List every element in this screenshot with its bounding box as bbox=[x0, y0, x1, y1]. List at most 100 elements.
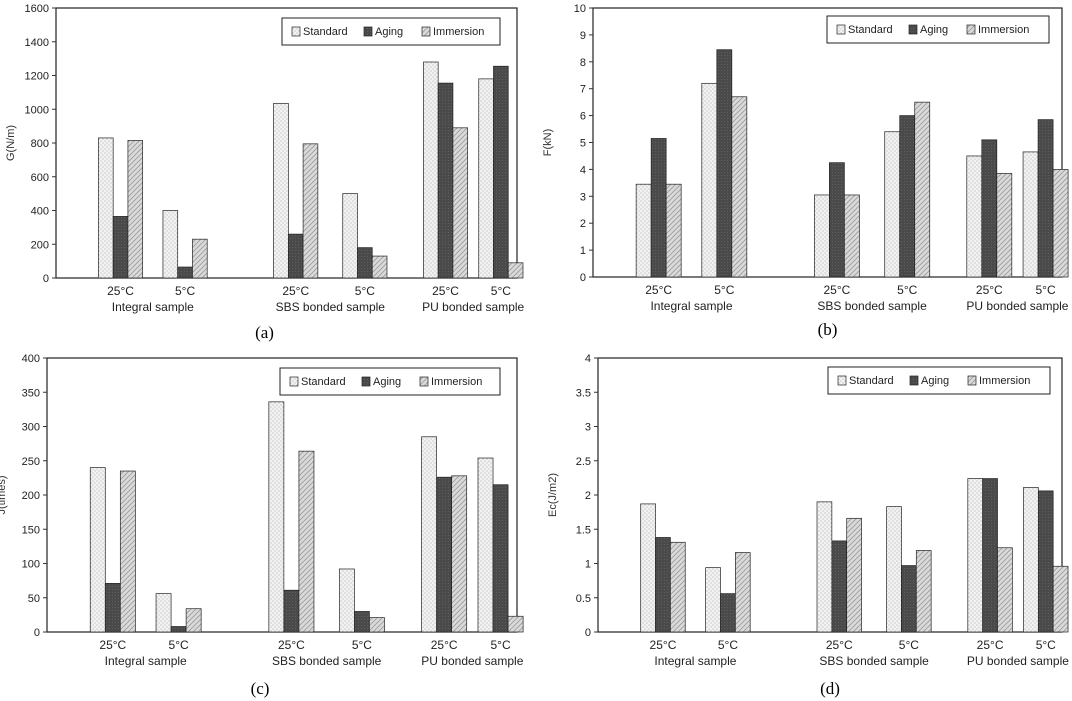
bar-aging-5 bbox=[1037, 119, 1054, 278]
y-tick-label: 400 bbox=[22, 353, 40, 365]
y-tick-label: 10 bbox=[574, 3, 586, 15]
y-tick-label: 800 bbox=[31, 138, 49, 150]
y-tick-label: 1400 bbox=[25, 37, 49, 49]
bar-aging-0 bbox=[650, 138, 667, 278]
category-label: 5°C bbox=[1036, 638, 1056, 652]
group-label: PU bonded sample bbox=[422, 300, 524, 314]
y-tick-label: 400 bbox=[31, 206, 49, 218]
bar-immersion-0 bbox=[127, 140, 144, 279]
bar-immersion-4 bbox=[452, 127, 469, 279]
bar-standard-0 bbox=[98, 137, 114, 279]
bar-aging-5 bbox=[1037, 490, 1054, 633]
bar-standard-4 bbox=[421, 436, 437, 633]
bar-immersion-1 bbox=[731, 96, 748, 278]
bar-aging-5 bbox=[493, 65, 509, 279]
y-tick-label: 2.5 bbox=[576, 456, 591, 468]
y-tick-label: 1 bbox=[580, 245, 586, 257]
panel-caption: (d) bbox=[820, 679, 840, 698]
panel-caption: (b) bbox=[818, 320, 838, 339]
legend-label-immersion: Immersion bbox=[978, 24, 1029, 36]
bar-aging-2 bbox=[831, 540, 848, 633]
bar-aging-4 bbox=[981, 139, 998, 278]
y-tick-label: 0 bbox=[580, 272, 586, 284]
bar-standard-1 bbox=[162, 210, 179, 279]
legend-label-standard: Standard bbox=[848, 24, 893, 36]
y-tick-label: 350 bbox=[22, 387, 40, 399]
bar-standard-3 bbox=[342, 193, 358, 279]
legend-swatch-immersion bbox=[419, 376, 429, 387]
bar-standard-4 bbox=[966, 155, 983, 278]
category-label: 25°C bbox=[278, 638, 305, 652]
bar-aging-4 bbox=[436, 476, 453, 633]
bar-immersion-2 bbox=[846, 517, 862, 633]
legend-swatch-standard bbox=[289, 376, 299, 387]
category-label: 25°C bbox=[431, 638, 458, 652]
y-axis-label: J(times) bbox=[0, 475, 8, 514]
bar-immersion-0 bbox=[665, 183, 682, 278]
y-tick-label: 200 bbox=[31, 239, 49, 251]
legend-swatch-aging bbox=[363, 26, 373, 37]
legend-swatch-standard bbox=[836, 24, 846, 35]
bar-aging-4 bbox=[437, 82, 454, 279]
y-tick-label: 1.5 bbox=[576, 524, 591, 536]
y-tick-label: 2 bbox=[585, 490, 591, 502]
legend-label-immersion: Immersion bbox=[433, 26, 484, 38]
y-tick-label: 0 bbox=[34, 627, 40, 639]
bar-aging-1 bbox=[720, 593, 736, 633]
bar-aging-2 bbox=[283, 589, 300, 633]
group-label: Integral sample bbox=[112, 300, 194, 314]
category-label: 5°C bbox=[490, 638, 510, 652]
category-label: 5°C bbox=[714, 283, 734, 297]
legend-swatch-immersion bbox=[967, 375, 977, 386]
category-label: 5°C bbox=[897, 283, 917, 297]
legend-box bbox=[827, 366, 1051, 395]
bar-aging-5 bbox=[492, 484, 509, 633]
bar-standard-5 bbox=[1023, 487, 1039, 633]
legend-label-aging: Aging bbox=[921, 375, 949, 387]
bar-immersion-4 bbox=[996, 173, 1013, 278]
bar-aging-3 bbox=[357, 247, 373, 279]
panel-a: 0 200 400 600 800 1000 1200 1400 1600 G(N/m) 25°C 5… bbox=[5, 3, 525, 342]
legend-box bbox=[826, 15, 1050, 44]
legend-box bbox=[279, 367, 501, 396]
legend-label-aging: Aging bbox=[920, 24, 948, 36]
y-tick-label: 1 bbox=[585, 559, 591, 571]
legend-label-standard: Standard bbox=[303, 26, 348, 38]
bar-immersion-4 bbox=[997, 547, 1013, 633]
panel-caption: (c) bbox=[251, 679, 270, 698]
legend-swatch-immersion bbox=[421, 26, 431, 37]
y-tick-label: 6 bbox=[580, 111, 586, 123]
legend-swatch-aging bbox=[909, 375, 919, 386]
bar-aging-2 bbox=[287, 233, 304, 279]
y-tick-label: 100 bbox=[22, 559, 40, 571]
legend-swatch-immersion bbox=[966, 24, 976, 35]
bar-standard-1 bbox=[705, 567, 721, 633]
y-axis-label: Ec(J/m2) bbox=[547, 473, 559, 517]
y-tick-label: 0 bbox=[43, 273, 49, 285]
bar-immersion-5 bbox=[1052, 565, 1069, 633]
bar-immersion-0 bbox=[670, 541, 686, 633]
bar-aging-3 bbox=[899, 115, 916, 278]
bar-immersion-2 bbox=[302, 143, 319, 279]
legend-swatch-aging bbox=[361, 376, 371, 387]
category-label: 25°C bbox=[99, 638, 126, 652]
y-axis-label: G(N/m) bbox=[5, 125, 17, 161]
bar-standard-3 bbox=[338, 568, 355, 633]
bar-aging-3 bbox=[901, 565, 917, 633]
group-label: Integral sample bbox=[650, 299, 732, 313]
y-tick-label: 7 bbox=[580, 84, 586, 96]
legend-swatch-aging bbox=[908, 24, 918, 35]
y-tick-label: 5 bbox=[580, 138, 586, 150]
bar-aging-3 bbox=[354, 611, 370, 633]
category-label: 5°C bbox=[899, 638, 919, 652]
legend-label-standard: Standard bbox=[849, 375, 894, 387]
bar-immersion-0 bbox=[119, 470, 136, 633]
group-label: SBS bonded sample bbox=[817, 299, 927, 313]
y-tick-label: 4 bbox=[585, 353, 591, 365]
y-axis-label: F(kN) bbox=[542, 129, 554, 157]
bar-standard-2 bbox=[268, 401, 285, 633]
bar-aging-0 bbox=[104, 583, 121, 633]
legend-label-aging: Aging bbox=[373, 376, 401, 388]
y-tick-label: 8 bbox=[580, 57, 586, 69]
